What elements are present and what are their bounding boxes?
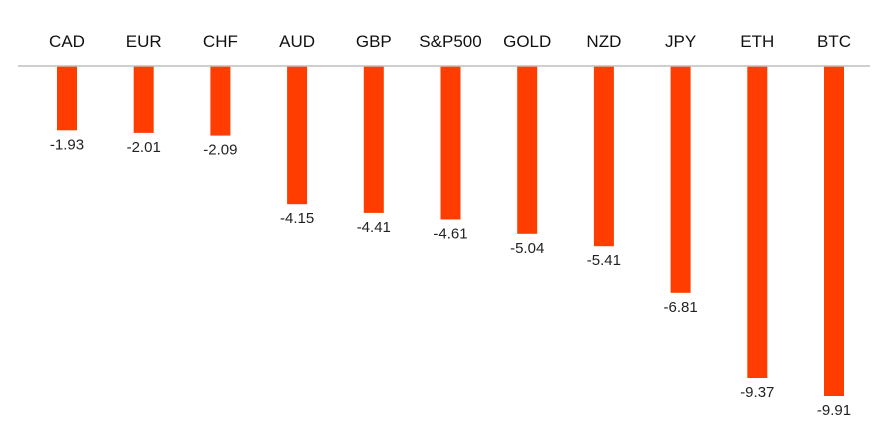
- bar-gold: [517, 66, 538, 234]
- value-labels-group: -1.93 -2.01 -2.09 -4.15 -4.41 -4.61 -5.04 -5.41…: [50, 136, 851, 419]
- category-label: CAD: [49, 32, 85, 51]
- bar-gbp: [363, 66, 384, 213]
- bar-aud: [287, 66, 308, 205]
- bar-btc: [824, 66, 844, 396]
- bar-nzd: [593, 66, 614, 247]
- data-label: -9.91: [817, 402, 851, 419]
- bar-eth: [747, 66, 768, 378]
- category-label: JPY: [665, 32, 696, 51]
- bars-group: [57, 66, 844, 396]
- category-labels-group: CAD EUR CHF AUD GBP S&P500 GOLD NZD JPY ETH BTC: [49, 32, 851, 51]
- bar-eur: [133, 66, 154, 133]
- data-label: -5.04: [510, 240, 544, 257]
- category-label: S&P500: [419, 32, 481, 51]
- data-label: -4.41: [357, 219, 391, 236]
- category-label: AUD: [279, 32, 315, 51]
- data-label: -2.09: [203, 142, 237, 159]
- category-label: NZD: [586, 32, 621, 51]
- bar-sp500: [440, 66, 461, 220]
- category-label: GBP: [356, 32, 392, 51]
- bar-cad: [57, 66, 77, 131]
- data-label: -6.81: [663, 299, 697, 316]
- bar-chf: [210, 66, 231, 136]
- data-label: -1.93: [50, 136, 84, 153]
- data-label: -4.61: [433, 226, 467, 243]
- bar-jpy: [670, 66, 691, 293]
- data-label: -9.37: [740, 384, 774, 401]
- data-label: -2.01: [127, 139, 161, 156]
- category-label: EUR: [126, 32, 162, 51]
- data-label: -4.15: [280, 210, 314, 227]
- category-label: ETH: [740, 32, 774, 51]
- category-label: GOLD: [503, 32, 551, 51]
- category-label: CHF: [203, 32, 238, 51]
- data-label: -5.41: [587, 252, 621, 269]
- category-label: BTC: [817, 32, 851, 51]
